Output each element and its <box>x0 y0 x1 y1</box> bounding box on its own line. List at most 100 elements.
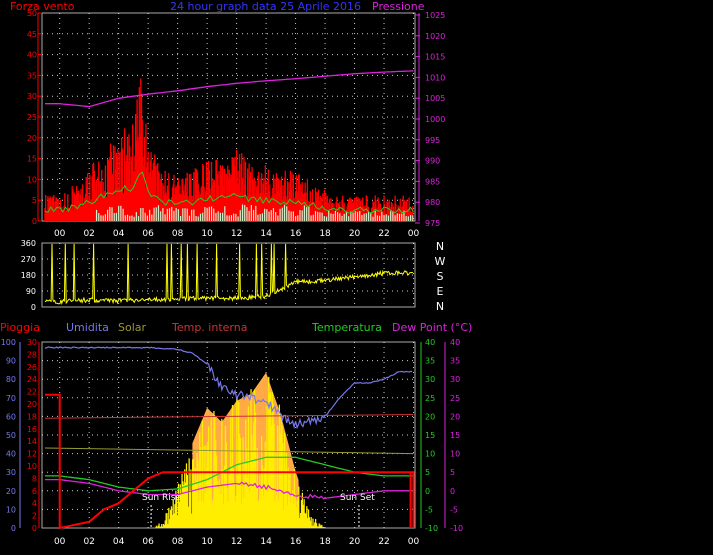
time-tick-label: 02 <box>83 229 94 239</box>
compass-label: E <box>437 285 444 298</box>
rain-axis-tick: 8 <box>32 474 37 483</box>
grid-wind <box>42 13 415 221</box>
rain-axis-tick: 14 <box>27 437 37 446</box>
time-tick-label: 10 <box>201 537 213 547</box>
pressure-axis-tick: 980 <box>425 198 440 207</box>
direction-axis-tick: 90 <box>26 287 36 296</box>
wind-direction-line <box>44 243 414 306</box>
time-tick-label: 14 <box>260 537 272 547</box>
time-tick-label: 04 <box>113 537 125 547</box>
pressure-axis-tick: 1015 <box>425 53 445 62</box>
humidity-axis-tick: 40 <box>6 450 16 459</box>
dewpoint-axis-tick: 20 <box>450 412 460 421</box>
humidity-axis-tick: 50 <box>6 431 16 440</box>
direction-series <box>44 243 414 306</box>
temperature-axis-tick: -10 <box>425 524 438 533</box>
olive-line <box>44 447 414 455</box>
time-tick-label: 20 <box>349 229 361 239</box>
time-tick-label: 00 <box>408 537 420 547</box>
rain-axis-tick: 30 <box>27 338 37 347</box>
time-tick-label: 16 <box>290 537 302 547</box>
rain-axis-tick: 24 <box>27 375 37 384</box>
compass-label: N <box>436 300 444 313</box>
humidity-axis-tick: 70 <box>6 394 16 403</box>
wind-series <box>44 70 414 221</box>
rain-axis-tick: 0 <box>32 524 37 533</box>
time-tick-label: 12 <box>231 537 242 547</box>
wind-axis-tick: 40 <box>27 51 37 60</box>
pressure-axis-tick: 1025 <box>425 11 445 20</box>
temperature-axis-tick: 30 <box>425 375 435 384</box>
legend-rain: Pioggia <box>0 321 40 334</box>
rain-axis-tick: 4 <box>32 499 37 508</box>
humidity-axis-tick: 90 <box>6 357 16 366</box>
temp-int-line <box>44 414 414 419</box>
compass-label: S <box>437 270 444 283</box>
legend-solar: Solar <box>118 321 147 334</box>
temperature-axis-tick: -5 <box>425 505 433 514</box>
time-tick-label: 02 <box>83 537 94 547</box>
humidity-line <box>44 346 413 430</box>
time-tick-label: 12 <box>231 229 242 239</box>
temperature-axis-tick: 10 <box>425 450 435 459</box>
rain-axis-tick: 20 <box>27 400 37 409</box>
humidity-axis-tick: 30 <box>6 468 16 477</box>
pressure-title: Pressione <box>372 0 425 13</box>
time-tick-label: 16 <box>290 229 302 239</box>
pressure-axis-tick: 975 <box>425 219 440 228</box>
weather-series <box>44 346 415 530</box>
wind-axis-tick: 45 <box>27 30 37 39</box>
temperature-axis-tick: 25 <box>425 394 435 403</box>
time-tick-label: 10 <box>201 229 213 239</box>
dewpoint-axis-tick: 30 <box>450 375 460 384</box>
direction-axis-tick: 360 <box>21 239 36 248</box>
time-tick-label: 00 <box>408 229 420 239</box>
dewpoint-axis-tick: 15 <box>450 431 460 440</box>
dewpoint-axis-tick: 0 <box>450 487 455 496</box>
rain-axis-tick: 2 <box>32 512 37 521</box>
pressure-axis-tick: 985 <box>425 177 440 186</box>
time-tick-label: 18 <box>319 537 331 547</box>
humidity-axis-tick: 20 <box>6 487 16 496</box>
wind-axis-tick: 20 <box>27 134 37 143</box>
humidity-axis-tick: 0 <box>11 524 16 533</box>
temperature-axis-tick: 35 <box>425 357 435 366</box>
compass-label: N <box>436 240 444 253</box>
humidity-axis-tick: 100 <box>1 338 16 347</box>
time-tick-label: 22 <box>378 229 389 239</box>
time-tick-label: 00 <box>54 229 66 239</box>
sun-rise-label: Sun Rise <box>142 493 181 503</box>
legend-humidity: Umidita <box>66 321 109 334</box>
wind-title: Forza vento <box>10 0 75 13</box>
dewpoint-axis-tick: 40 <box>450 338 460 347</box>
dewpoint-axis-tick: 10 <box>450 450 460 459</box>
time-tick-label: 08 <box>172 229 184 239</box>
humidity-axis-tick: 80 <box>6 375 16 384</box>
sun-set-label: Sun Set <box>340 493 375 503</box>
time-tick-label: 04 <box>113 229 125 239</box>
time-tick-label: 00 <box>54 537 66 547</box>
direction-axis-tick: 180 <box>21 271 36 280</box>
wind-axis-tick: 25 <box>27 113 37 122</box>
wind-axis-tick: 15 <box>27 155 37 164</box>
dewpoint-axis-tick: 25 <box>450 394 460 403</box>
legend-temp-int: Temp. interna <box>171 321 247 334</box>
chart-title: 24 hour graph data 25 Aprile 2016 <box>170 0 361 13</box>
wind-axis-tick: 5 <box>32 196 37 205</box>
time-tick-label: 20 <box>349 537 361 547</box>
pressure-axis-tick: 995 <box>425 136 440 145</box>
wind-axis-tick: 50 <box>27 9 37 18</box>
pressure-axis-tick: 1020 <box>425 32 445 41</box>
time-tick-label: 14 <box>260 229 272 239</box>
rain-axis-tick: 18 <box>27 412 37 421</box>
legend-dewpoint: Dew Point (°C) <box>392 321 472 334</box>
dewpoint-axis-tick: -5 <box>450 505 458 514</box>
axes: 00 02 04 06 08 10 12 14 16 18 20 22 0005101520253035… <box>1 9 463 547</box>
grid-direction <box>42 243 415 307</box>
rain-axis-tick: 26 <box>27 363 37 372</box>
rain-axis-tick: 12 <box>27 450 37 459</box>
time-tick-label: 22 <box>378 537 389 547</box>
pressure-axis-tick: 1000 <box>425 115 445 124</box>
temperature-axis-tick: 0 <box>425 487 430 496</box>
